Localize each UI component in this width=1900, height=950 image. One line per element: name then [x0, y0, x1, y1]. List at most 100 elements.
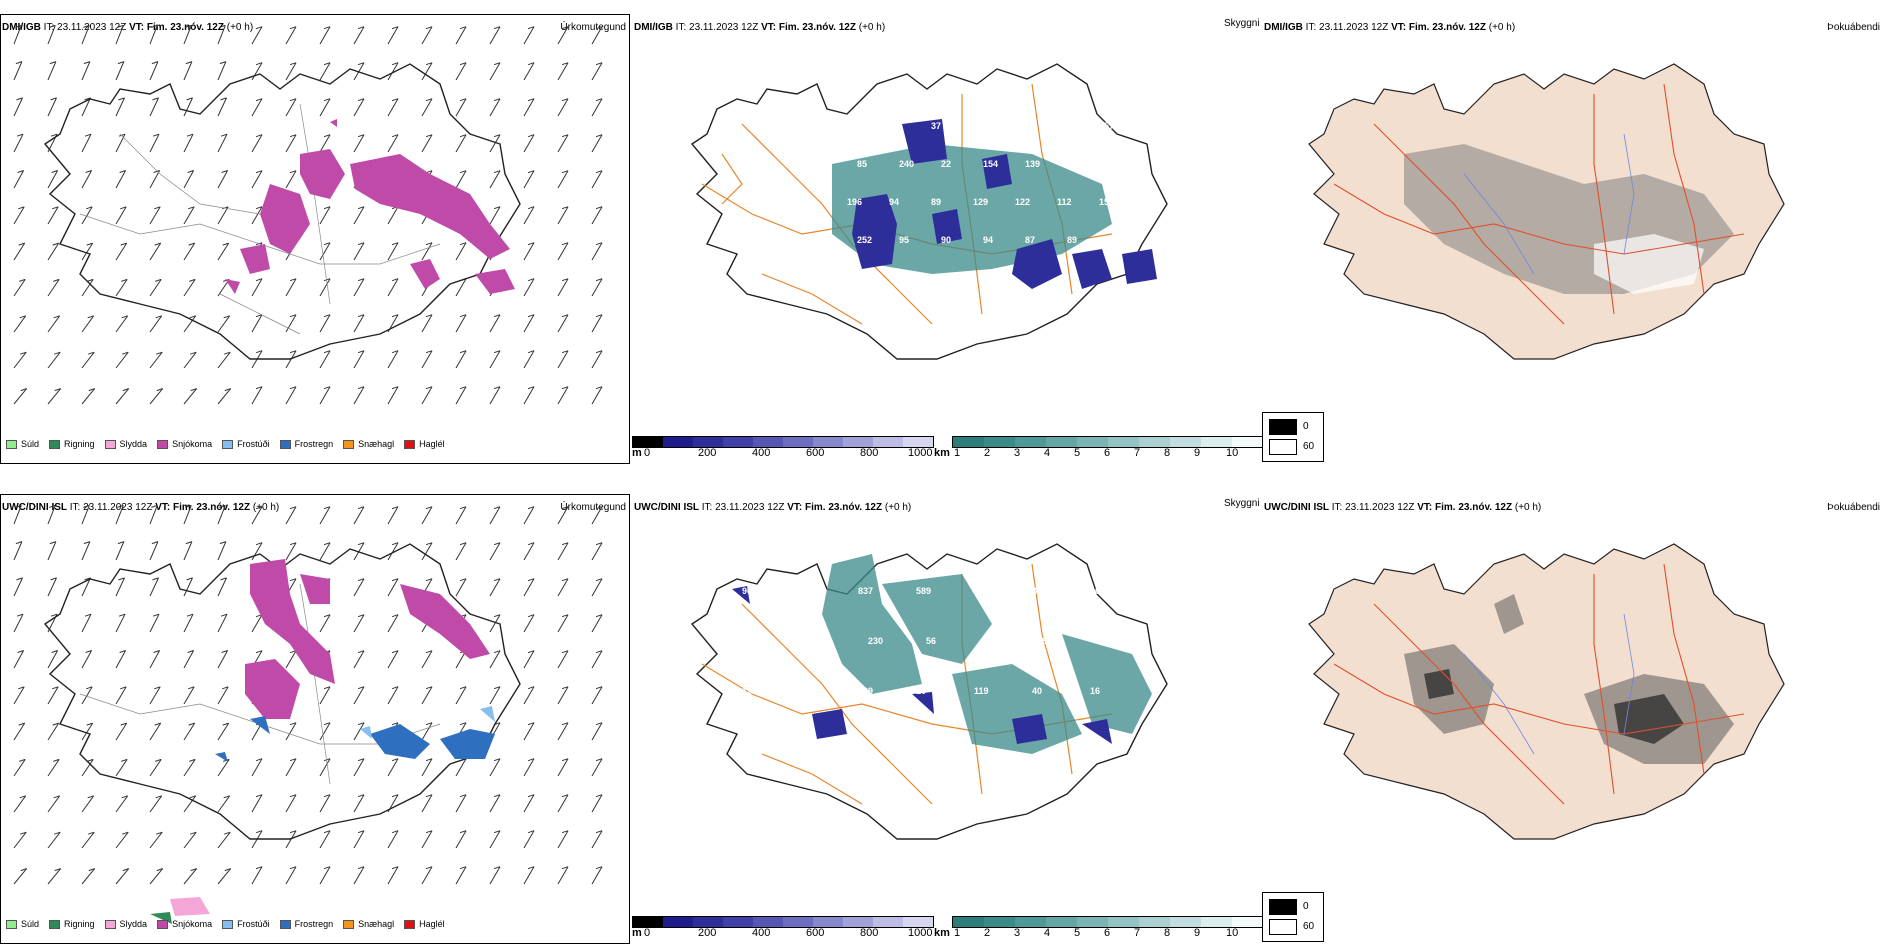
wind-barb	[557, 506, 569, 525]
wind-barb	[591, 98, 603, 117]
wind-barb-feather	[527, 506, 535, 510]
wind-barb	[217, 613, 228, 633]
wind-barb-feather	[54, 831, 61, 835]
wind-barb	[217, 505, 226, 525]
wind-barb-feather	[391, 722, 399, 726]
wind-barb	[13, 315, 27, 333]
wind-barb	[13, 279, 26, 297]
wind-barb-feather	[220, 577, 227, 581]
wind-barb	[183, 831, 197, 849]
wind-barb	[489, 506, 501, 525]
wind-barb	[353, 758, 365, 777]
wind-barb-feather	[153, 170, 160, 173]
wind-barb-feather	[459, 542, 467, 546]
cbar-tick: 1000	[908, 447, 933, 459]
wind-barb	[455, 506, 467, 525]
wind-barb-feather	[118, 613, 126, 617]
wind-barb-feather	[357, 866, 365, 870]
wind-barb-feather	[118, 133, 126, 137]
wind-barb-feather	[357, 722, 365, 726]
wind-barb	[149, 388, 164, 405]
wind-barb-feather	[595, 242, 603, 246]
wind-barb-feather	[425, 794, 433, 798]
wind-barb	[591, 350, 603, 369]
wind-barb	[523, 866, 535, 885]
cloud-panel-bottom: UWC/DINI ISL IT: 23.11.2023 12Z VT: Fim.…	[632, 494, 1264, 944]
wind-barb-feather	[289, 278, 297, 282]
wind-barb-feather	[595, 386, 603, 390]
wind-barb	[319, 62, 331, 81]
wind-barb	[455, 578, 467, 597]
wind-barb-feather	[425, 26, 433, 30]
wind-barb-feather	[219, 61, 227, 65]
wind-barb-feather	[84, 133, 92, 137]
wind-barb	[183, 170, 195, 189]
wind-barb	[217, 541, 227, 561]
visibility-colorbar	[952, 436, 1264, 448]
wind-barb-feather	[493, 794, 501, 798]
wind-barb-feather	[391, 758, 399, 762]
wind-barb	[489, 134, 501, 153]
wind-barb	[13, 686, 25, 705]
wind-barb-feather	[527, 386, 535, 390]
wind-barb-feather	[425, 758, 433, 762]
wind-barb-feather	[459, 314, 467, 318]
wind-barb	[47, 577, 57, 597]
cloud-base-label: 39	[1032, 586, 1042, 596]
wind-barb	[421, 386, 433, 405]
wind-barb	[455, 866, 467, 885]
wind-barb-feather	[561, 350, 569, 354]
wind-barb	[217, 868, 232, 885]
wind-barb	[13, 759, 26, 777]
wind-barb	[353, 26, 365, 45]
cloud-base-label: 89	[931, 197, 941, 207]
wind-barb	[591, 650, 603, 669]
cloud-base-label: 10	[916, 686, 926, 696]
wind-barb-feather	[152, 577, 159, 581]
wind-barb-feather	[152, 97, 159, 101]
wind-barb	[115, 613, 126, 633]
wind-barb-feather	[323, 134, 331, 138]
wind-barb-feather	[527, 242, 535, 246]
wind-barb	[81, 868, 96, 885]
wind-barb-feather	[357, 314, 365, 318]
wind-barb-feather	[527, 26, 535, 30]
wind-barb	[421, 314, 433, 333]
wind-barb-feather	[323, 314, 331, 318]
wind-barb	[489, 350, 501, 369]
wind-barb	[523, 722, 535, 741]
wind-barb	[183, 133, 194, 153]
wind-barb	[387, 650, 399, 669]
wind-barb-feather	[122, 351, 129, 355]
wind-barb	[421, 350, 433, 369]
wind-barb-feather	[255, 350, 263, 354]
wind-barb	[183, 541, 193, 561]
wind-barb	[115, 722, 128, 741]
wind-barb	[115, 388, 130, 405]
cloud-base-labels: 96 251 837 589 8 39 168 95 136 230 56 120 85 85 119 95 1…	[742, 586, 1110, 746]
wind-barb	[13, 722, 26, 741]
wind-barb-feather	[121, 758, 128, 762]
wind-barb-feather	[255, 542, 263, 546]
wind-barb-feather	[493, 170, 501, 174]
cloud-base-label: 750	[1109, 159, 1124, 169]
wind-barb-feather	[224, 831, 231, 835]
wind-barb-feather	[50, 133, 58, 137]
wind-barb-feather	[52, 722, 59, 726]
cbar-tick: 400	[752, 927, 771, 939]
wind-barb	[353, 722, 365, 741]
wind-barb-feather	[595, 278, 603, 282]
freezing-rain-areas	[215, 716, 495, 762]
cloud-base-label: 94	[983, 235, 993, 245]
wind-barb-feather	[15, 61, 23, 65]
wind-barb-feather	[122, 868, 129, 872]
wind-barb	[387, 206, 399, 225]
wind-barb-feather	[561, 98, 569, 102]
wind-barb-feather	[19, 315, 26, 319]
panel-title: Skyggni	[1224, 498, 1260, 509]
wind-barb	[183, 351, 197, 369]
wind-barb	[557, 98, 569, 117]
wind-barb	[217, 388, 232, 405]
legend-swatch	[157, 439, 169, 449]
wind-barb	[557, 134, 569, 153]
